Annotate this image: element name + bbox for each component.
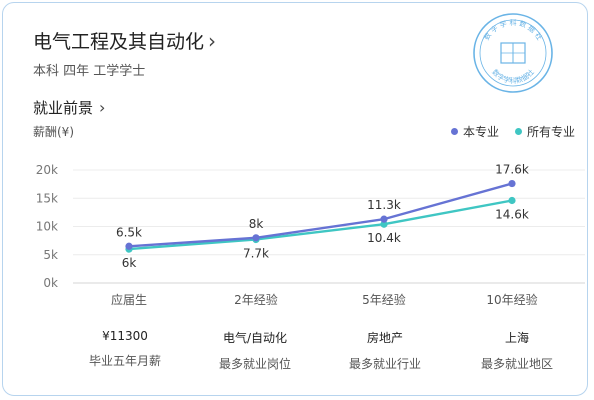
stat-region-label: 最多就业地区 [480, 357, 553, 371]
chevron-right-icon: › [208, 28, 217, 53]
y-tick-label: 0k [43, 276, 58, 290]
salary-line-chart: 0k 5k 10k 15k 20k 应届生 2年经验 5年经验 10年经验 6.5k 8k 11.3k… [36, 163, 585, 307]
x-tick-label: 应届生 [111, 292, 147, 307]
major-subtitle: 本科 四年 工学学士 [33, 64, 146, 79]
y-tick-label: 15k [36, 191, 58, 205]
x-tick-label: 5年经验 [362, 292, 406, 307]
legend-dot-all [514, 128, 522, 135]
data-label: 6.5k [116, 225, 142, 239]
stat-position-label: 最多就业岗位 [218, 357, 291, 371]
legend-item-major: 本专业 [450, 123, 499, 140]
legend-item-all: 所有专业 [514, 123, 575, 140]
data-point [380, 220, 388, 228]
y-tick-label: 5k [43, 248, 58, 262]
major-title: 电气工程及其自动化 [33, 31, 205, 53]
stat-salary: ¥11300 毕业五年月薪 [60, 329, 190, 369]
chevron-right-icon: › [99, 98, 106, 117]
employment-outlook-link[interactable]: 就业前景 › [33, 97, 105, 118]
stat-position-value: 电气/自动化 [222, 331, 288, 345]
data-point [380, 215, 388, 223]
stat-salary-label: 毕业五年月薪 [88, 354, 161, 368]
data-point [252, 234, 260, 242]
data-label: 6k [122, 256, 137, 270]
stats-row: ¥11300 毕业五年月薪 电气/自动化 最多就业岗位 房地产 最多就业行业 上… [3, 329, 587, 379]
data-label: 11.3k [367, 198, 401, 212]
series-line-1 [128, 199, 513, 251]
stat-industry-label: 最多就业行业 [348, 357, 421, 371]
stat-position: 电气/自动化 最多就业岗位 [190, 329, 320, 372]
x-tick-label: 10年经验 [486, 292, 537, 307]
data-label: 8k [249, 217, 264, 231]
salary-unit-label: 薪酬(¥) [33, 125, 74, 139]
watermark-seal-icon: 数 字 学 科 数 据 社 数字学科数据社 [473, 13, 553, 93]
x-tick-label: 2年经验 [234, 292, 278, 307]
y-tick-label: 10k [36, 220, 58, 234]
chart-legend: 本专业 所有专业 [435, 123, 575, 140]
y-tick-label: 20k [36, 163, 58, 177]
svg-text:数字学科数据社: 数字学科数据社 [490, 68, 535, 85]
data-point [508, 196, 516, 205]
major-title-link[interactable]: 电气工程及其自动化 › [33, 27, 216, 54]
stat-region-value: 上海 [504, 331, 529, 345]
stat-region: 上海 最多就业地区 [452, 329, 582, 372]
legend-label-all: 所有专业 [526, 125, 575, 139]
series-line-0 [128, 182, 513, 248]
data-label: 7.7k [243, 246, 269, 260]
data-point [508, 179, 516, 188]
legend-dot-major [450, 128, 458, 135]
major-card: 电气工程及其自动化 › 本科 四年 工学学士 数 字 学 科 数 据 社 数字学… [2, 2, 588, 396]
stat-industry-value: 房地产 [366, 331, 403, 345]
stat-salary-value: ¥11300 [102, 329, 148, 343]
legend-label-major: 本专业 [462, 125, 499, 139]
data-label: 10.4k [367, 231, 401, 245]
employment-outlook-title: 就业前景 [33, 99, 94, 117]
data-label: 17.6k [495, 163, 529, 177]
data-point [125, 242, 133, 250]
data-label: 14.6k [495, 208, 529, 222]
stat-industry: 房地产 最多就业行业 [320, 329, 450, 372]
